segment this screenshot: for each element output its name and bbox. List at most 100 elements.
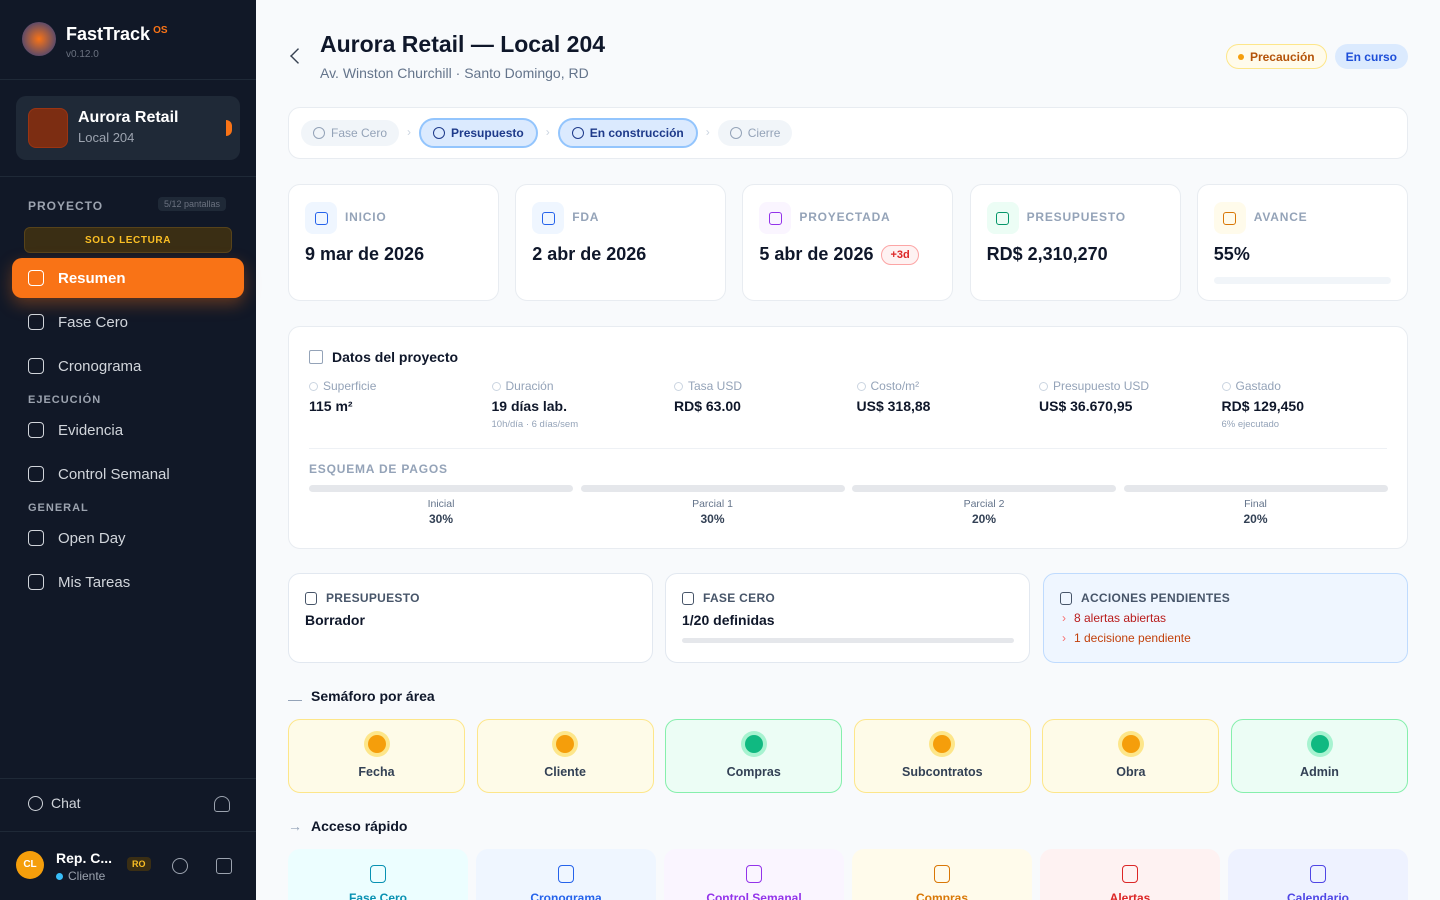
quick-icon	[1310, 865, 1326, 883]
payment-bar	[1123, 485, 1388, 492]
quick-label: Cronograma	[530, 891, 602, 900]
summary-card: ACCIONES PENDIENTES › 8 alertas abiertas › 1…	[1043, 573, 1408, 663]
phase-step[interactable]: En construcción	[557, 118, 698, 148]
nav-icon	[28, 530, 44, 546]
icon	[541, 211, 555, 225]
phase-label: En construcción	[589, 126, 684, 140]
value: 5 abr de 2026	[759, 244, 874, 264]
stat-card: PRESUPUESTO RD$ 2,310,270	[969, 184, 1181, 301]
status-badge: Precaución	[1225, 44, 1327, 69]
quick-card[interactable]: Fase Cero	[288, 849, 468, 900]
payment-value: 30%	[428, 512, 454, 526]
stat-card: FDA 2 abr de 2026	[515, 184, 727, 301]
nav-item[interactable]: Cronograma	[12, 346, 244, 386]
summary-value: 1/20 definidas	[682, 612, 775, 628]
action-item[interactable]: › 8 alertas abiertas	[1062, 611, 1166, 625]
progress-bar	[682, 638, 1014, 643]
nav-item[interactable]: Evidencia	[12, 410, 244, 450]
field-label: Duración	[491, 379, 579, 393]
field-value: 19 días lab.	[491, 398, 567, 414]
payment-bar	[580, 485, 845, 492]
icon: →	[288, 818, 302, 834]
quick-card[interactable]: Control Semanal	[664, 849, 844, 900]
payment-value: 30%	[700, 512, 725, 526]
label: FASE CERO	[703, 591, 776, 605]
quick-card[interactable]: Alertas	[1040, 849, 1220, 900]
summary-card: PRESUPUESTO Borrador	[288, 573, 653, 663]
stat-label: PRESUPUESTO	[1026, 210, 1126, 224]
traffic-card: Fecha	[288, 719, 465, 793]
nav-item[interactable]: Control Semanal	[12, 454, 244, 494]
phase-step[interactable]: Fase Cero	[301, 120, 400, 146]
summary-card: FASE CERO 1/20 definidas	[665, 573, 1030, 663]
traffic-label: Compras	[726, 765, 781, 779]
nav-item[interactable]: Open Day	[12, 518, 244, 558]
stat-card: PROYECTADA 5 abr de 2026 +3d	[742, 184, 954, 301]
nav-icon	[28, 422, 44, 438]
quick-icon	[1122, 865, 1138, 883]
page-title: Aurora Retail — Local 204	[320, 31, 606, 57]
back-button[interactable]	[290, 48, 306, 64]
stat-value: RD$ 2,310,270	[987, 244, 1108, 265]
label: Costo/m²	[870, 379, 920, 393]
field-note: 10h/día · 6 días/sem	[491, 419, 579, 430]
traffic-dot	[367, 735, 386, 753]
label: Tasa USD	[688, 379, 743, 393]
phase-label: Fase Cero	[331, 126, 388, 140]
nav-group-title: EJECUCIÓN	[28, 394, 102, 406]
user-badge: RO	[127, 857, 151, 871]
details-card: Datos del proyecto Superficie 115 m² Duraci…	[288, 326, 1408, 549]
icon	[305, 591, 317, 605]
phase-separator: ›	[545, 125, 550, 139]
stat-value: 5 abr de 2026 +3d	[759, 244, 919, 265]
stat-value: 2 abr de 2026	[532, 244, 646, 265]
nav-item[interactable]: Fase Cero	[12, 302, 244, 342]
field-label: Tasa USD	[674, 379, 742, 393]
chat[interactable]: Chat	[28, 795, 81, 811]
quick-card[interactable]: Calendario	[1228, 849, 1408, 900]
divider	[0, 778, 256, 779]
bell[interactable]	[214, 796, 230, 812]
nav-item[interactable]: Resumen	[12, 258, 244, 298]
chevron	[226, 120, 232, 136]
label: Duración	[505, 379, 554, 393]
detail-field: Tasa USD RD$ 63.00	[674, 379, 742, 414]
version: v0.12.0	[66, 49, 99, 60]
quick-card[interactable]: Compras	[852, 849, 1032, 900]
traffic-label: Cliente	[544, 765, 586, 779]
brand: FastTrack OS	[66, 24, 168, 45]
phase-label: Cierre	[747, 126, 781, 140]
section-title: PROYECTO	[28, 199, 104, 213]
payment: Parcial 2 20%	[852, 485, 1116, 526]
badge-label: En curso	[1345, 49, 1397, 64]
progress-bar	[1213, 277, 1391, 284]
icon	[1221, 381, 1231, 391]
icon	[682, 591, 694, 605]
icon	[996, 211, 1010, 225]
traffic-label: Obra	[1116, 765, 1146, 779]
nav-icon	[28, 358, 44, 374]
action-item[interactable]: › 1 decisione pendiente	[1062, 631, 1191, 645]
details-title: Datos del proyecto	[309, 349, 458, 365]
phase-step[interactable]: Cierre	[717, 120, 793, 146]
nav-label: Fase Cero	[58, 313, 129, 331]
divider	[309, 448, 1387, 449]
summary-label: FASE CERO	[682, 591, 775, 605]
payment-bar	[852, 485, 1116, 492]
value: 2 abr de 2026	[532, 244, 647, 264]
phase-step[interactable]: Presupuesto	[419, 118, 538, 148]
icon	[309, 350, 323, 364]
title: Acceso rápido	[311, 818, 408, 834]
project-icon	[28, 108, 68, 148]
quick-card[interactable]: Cronograma	[476, 849, 656, 900]
logout-button[interactable]	[216, 858, 232, 874]
key-button[interactable]	[172, 858, 188, 874]
nav-label: Resumen	[58, 269, 126, 287]
action-label: 1 decisione pendiente	[1074, 631, 1191, 645]
nav-item[interactable]: Mis Tareas	[12, 562, 244, 602]
quick-label: Calendario	[1286, 891, 1349, 900]
detail-field: Duración 19 días lab. 10h/día · 6 días/sem	[491, 379, 579, 430]
project-switch[interactable]: Aurora Retail Local 204	[16, 96, 240, 160]
detail-field: Presupuesto USD US$ 36.670,95	[1039, 379, 1149, 414]
